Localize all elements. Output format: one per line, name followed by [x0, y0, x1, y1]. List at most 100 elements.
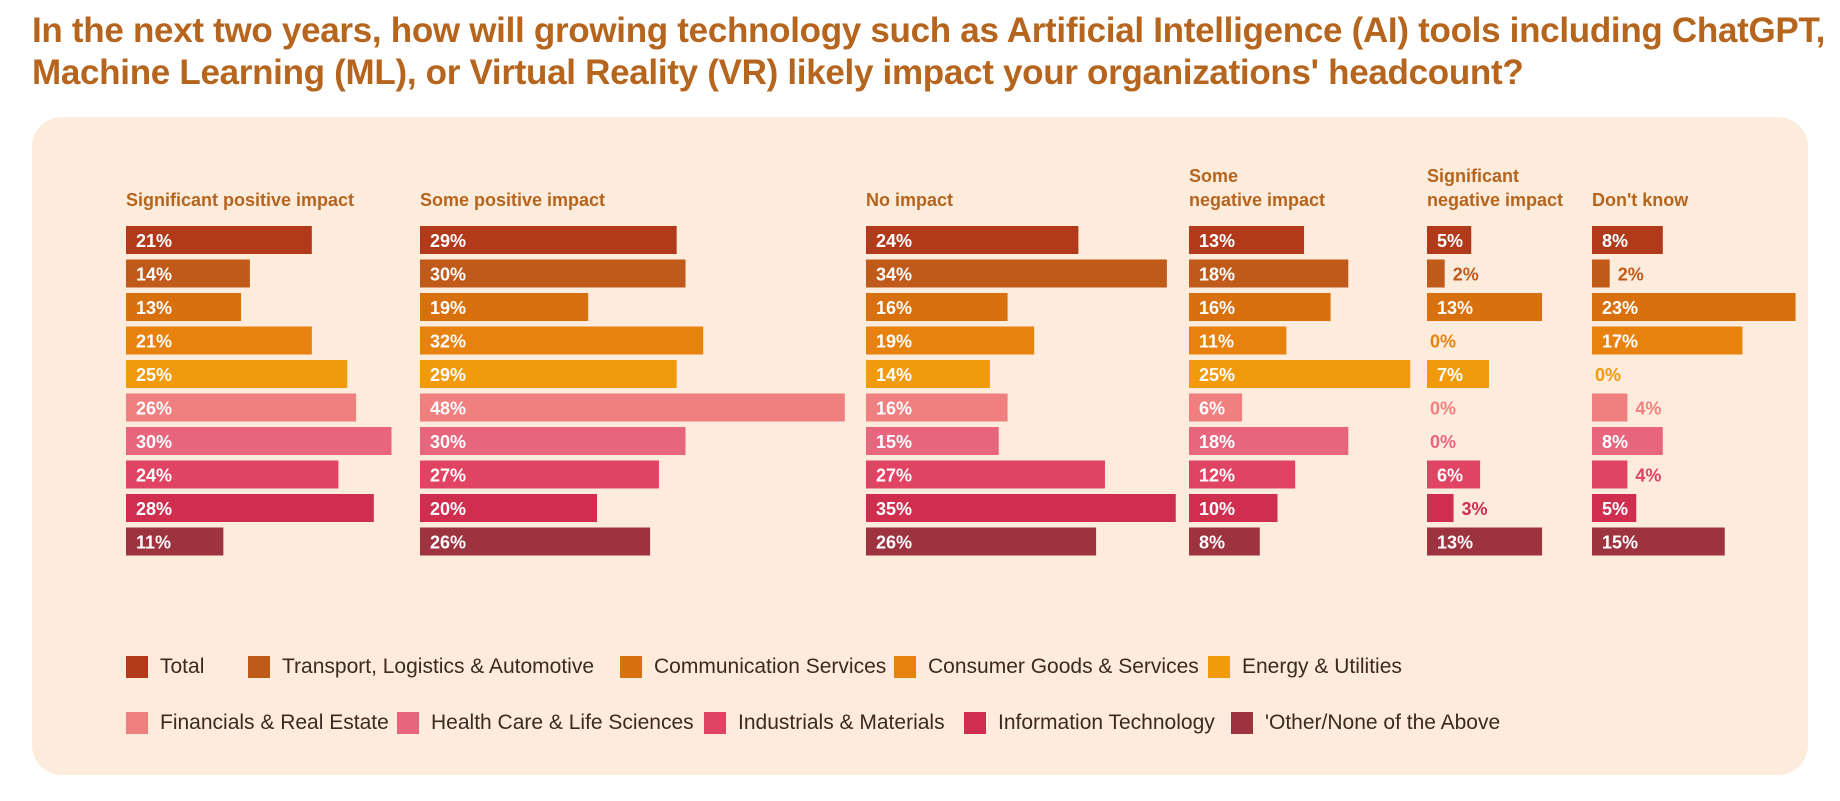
panel-header: Some	[1189, 166, 1238, 186]
bar-health-care-life-sciences	[420, 427, 686, 455]
bar-value-label: 24%	[136, 466, 172, 486]
panel-no-impact: No impact 24% 34% 16% 19% 14% 16% 15% 27% 35% 26%	[866, 190, 1176, 556]
chart-title: In the next two years, how will growing …	[32, 10, 1825, 94]
bar-value-label: 10%	[1199, 499, 1235, 519]
bar-value-label: 15%	[1602, 533, 1638, 553]
panel-header: Significant	[1427, 166, 1519, 186]
bar-value-label: 0%	[1595, 365, 1621, 385]
bar-industrials-materials	[1189, 460, 1296, 489]
bar-value-label: 4%	[1635, 399, 1661, 419]
bar-value-label: 24%	[876, 231, 912, 251]
bar-value-label: 27%	[430, 466, 466, 486]
bar-total	[1189, 226, 1305, 254]
bar-value-label: 16%	[1199, 298, 1235, 318]
bar-communication-services	[1592, 293, 1796, 321]
bar-total	[126, 226, 312, 254]
bar-communication-services	[1189, 293, 1331, 321]
bar-value-label: 14%	[876, 365, 912, 385]
bar-value-label: 2%	[1453, 265, 1479, 285]
bar-transport-logistics-automotive	[866, 259, 1167, 288]
legend-label: Consumer Goods & Services	[928, 655, 1199, 678]
bar-other-none-of-the-above	[420, 527, 651, 556]
bar-energy-utilities	[1427, 360, 1489, 388]
bar-value-label: 16%	[876, 399, 912, 419]
panel-don-t-know: Don't know 8% 2% 23% 17% 0% 4% 8% 4% 5% 15%	[1592, 190, 1796, 556]
legend-label: Total	[160, 655, 205, 678]
bar-industrials-materials	[126, 460, 339, 489]
bar-value-label: 19%	[876, 332, 912, 352]
legend-item-consumer: Consumer Goods & Services	[894, 655, 1199, 679]
legend-label: Industrials & Materials	[738, 711, 945, 734]
bar-information-technology	[126, 494, 374, 522]
bar-value-label: 18%	[1199, 265, 1235, 285]
bar-information-technology	[1189, 494, 1278, 522]
bar-value-label: 21%	[136, 332, 172, 352]
legend-label: Health Care & Life Sciences	[431, 711, 694, 734]
bar-value-label: 8%	[1602, 231, 1628, 251]
panel-header: Some positive impact	[420, 190, 605, 210]
bar-other-none-of-the-above	[1592, 527, 1725, 556]
panel-header: Significant positive impact	[126, 190, 354, 210]
legend-item-other: 'Other/None of the Above	[1231, 711, 1500, 735]
bar-value-label: 28%	[136, 499, 172, 519]
bar-value-label: 2%	[1618, 265, 1644, 285]
bar-value-label: 3%	[1462, 499, 1488, 519]
legend-item-total: Total	[126, 655, 204, 679]
bar-value-label: 21%	[136, 231, 172, 251]
legend-swatch	[894, 656, 916, 678]
bar-transport-logistics-automotive	[1592, 259, 1610, 288]
legend-swatch	[126, 712, 148, 734]
bar-value-label: 29%	[430, 231, 466, 251]
bar-communication-services	[420, 293, 589, 321]
bar-value-label: 30%	[430, 432, 466, 452]
bar-value-label: 26%	[876, 533, 912, 553]
bar-energy-utilities	[866, 360, 990, 388]
bar-health-care-life-sciences	[1592, 427, 1663, 455]
bar-information-technology	[1427, 494, 1454, 522]
bar-value-label: 26%	[430, 533, 466, 553]
panel-some-positive-impact: Some positive impact 29% 30% 19% 32% 29% 48% 30…	[420, 190, 845, 556]
bar-information-technology	[1592, 494, 1637, 522]
legend-swatch	[397, 712, 419, 734]
legend-item-transport: Transport, Logistics & Automotive	[248, 655, 594, 679]
bar-value-label: 29%	[430, 365, 466, 385]
legend-item-industrials: Industrials & Materials	[704, 711, 945, 735]
legend-swatch	[620, 656, 642, 678]
legend-label: 'Other/None of the Above	[1265, 711, 1501, 734]
bar-total	[1427, 226, 1472, 254]
bar-value-label: 35%	[876, 499, 912, 519]
bar-transport-logistics-automotive	[420, 259, 686, 288]
bar-value-label: 7%	[1437, 365, 1463, 385]
bar-value-label: 20%	[430, 499, 466, 519]
bar-value-label: 5%	[1437, 231, 1463, 251]
bar-value-label: 8%	[1199, 533, 1225, 553]
bar-value-label: 32%	[430, 332, 466, 352]
legend-item-communication: Communication Services	[620, 655, 886, 679]
bar-other-none-of-the-above	[1427, 527, 1543, 556]
bar-energy-utilities	[126, 360, 348, 388]
bar-financials-real-estate	[866, 393, 1008, 422]
panel-header: Don't know	[1592, 190, 1689, 210]
bar-value-label: 11%	[1199, 332, 1234, 352]
bar-value-label: 16%	[876, 298, 912, 318]
bar-value-label: 0%	[1430, 399, 1456, 419]
bar-value-label: 23%	[1602, 298, 1638, 318]
bar-financials-real-estate	[1189, 393, 1243, 422]
bar-value-label: 17%	[1602, 332, 1638, 352]
bar-value-label: 13%	[1437, 533, 1473, 553]
panel-header: negative impact	[1189, 190, 1325, 210]
bar-other-none-of-the-above	[866, 527, 1097, 556]
legend-label: Transport, Logistics & Automotive	[282, 655, 595, 678]
bar-health-care-life-sciences	[1189, 427, 1349, 455]
bar-financials-real-estate	[1592, 393, 1628, 422]
bar-value-label: 8%	[1602, 432, 1628, 452]
panel-significant-negative-impact: Significant negative impact 5% 2% 13% 0% 7% 0% 0…	[1427, 166, 1563, 556]
legend-swatch	[1208, 656, 1230, 678]
bar-value-label: 30%	[430, 265, 466, 285]
legend-item-it: Information Technology	[964, 711, 1215, 735]
bar-energy-utilities	[420, 360, 677, 388]
bar-consumer-goods-services	[126, 326, 312, 355]
bar-financials-real-estate	[126, 393, 357, 422]
